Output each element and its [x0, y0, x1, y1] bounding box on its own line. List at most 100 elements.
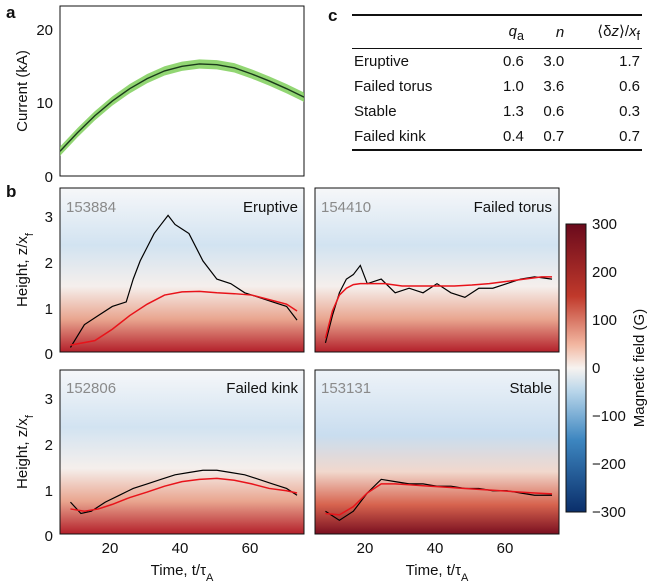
panel-letter-c: c [328, 6, 338, 25]
panel-a-ylabel: Current (kA) [14, 50, 31, 132]
b-top-ytick-1: 1 [45, 301, 53, 318]
row-name: Stable [354, 103, 397, 120]
shot-number-failed-torus: 154410 [321, 199, 371, 216]
b-top-ytick-2: 2 [45, 255, 53, 272]
shot-number-failed-kink: 152806 [66, 380, 116, 397]
table-row: Failed kink 0.4 0.7 0.7 [352, 124, 642, 150]
title-failed-kink: Failed kink [226, 380, 298, 397]
panel-b-stable: 153131 Stable [314, 369, 560, 535]
heatmap-eruptive [60, 188, 304, 352]
colorbar-tick-0: 0 [592, 360, 600, 377]
row-dz: 0.3 [619, 103, 640, 120]
header-n: n [555, 24, 565, 41]
header-blank [352, 15, 486, 49]
plot-stable [325, 478, 553, 522]
row-name: Failed kink [354, 128, 426, 145]
height-trace-line [70, 469, 298, 515]
table-row: Stable 1.3 0.6 0.3 [352, 99, 642, 124]
frame-failed-kink [59, 369, 305, 535]
title-stable: Stable [509, 380, 552, 397]
height-mean-line [324, 276, 553, 339]
panel-a-ytick-20: 20 [36, 22, 53, 39]
title-eruptive: Eruptive [243, 199, 298, 216]
frame-stable [314, 369, 560, 535]
panel-a-ytick-0: 0 [45, 169, 53, 186]
height-mean-line [70, 477, 298, 512]
colorbar-tick-300: 300 [592, 216, 617, 233]
height-mean-line [325, 483, 553, 516]
plot-eruptive [69, 214, 298, 348]
b-bottom-ytick-3: 3 [45, 391, 53, 408]
frame-failed-torus [314, 187, 560, 353]
colorbar-gradient [565, 223, 587, 513]
row-qa: 1.0 [503, 78, 524, 95]
row-dz: 0.6 [619, 78, 640, 95]
row-qa: 0.4 [503, 128, 524, 145]
row-name: Eruptive [354, 53, 410, 70]
colorbar-tick-neg300: −300 [592, 504, 626, 521]
current-uncertainty-band [60, 59, 304, 156]
table-row: Failed torus 1.0 3.6 0.6 [352, 74, 642, 99]
panel-b-failed-kink: 152806 Failed kink [59, 369, 305, 535]
b-bottom-ylabel: Height, z/xf [14, 414, 36, 489]
b-top-ytick-3: 3 [45, 209, 53, 226]
row-n: 0.7 [543, 128, 565, 145]
b-left-xtick-40: 40 [172, 540, 189, 557]
b-right-xtick-20: 20 [357, 540, 374, 557]
current-line [59, 63, 305, 152]
colorbar-label: Magnetic field (G) [631, 309, 648, 427]
header-dz: ⟨δz⟩/xf [597, 23, 640, 43]
shot-number-eruptive: 153884 [66, 199, 116, 216]
panel-b-failed-torus: 154410 Failed torus [314, 187, 560, 353]
panel-c-table: c qa n ⟨δz⟩/xf Eruptive 0.6 3.0 1.7 Failed t… [328, 6, 642, 151]
row-dz: 0.7 [619, 128, 640, 145]
row-qa: 0.6 [503, 53, 524, 70]
b-left-xtick-60: 60 [242, 540, 259, 557]
b-top-ylabel-text: Height, z/xf [14, 232, 36, 307]
height-trace-line [324, 264, 553, 344]
panel-a-plot [59, 59, 305, 156]
row-n: 3.0 [543, 53, 565, 70]
heatmap-failed-kink [60, 370, 304, 534]
colorbar-tick-200: 200 [592, 264, 617, 281]
panel-a-ytick-10: 10 [36, 95, 53, 112]
row-n: 0.6 [543, 103, 565, 120]
panel-letter-b: b [6, 182, 16, 201]
panel-b-eruptive: 153884 Eruptive [59, 187, 305, 353]
row-n: 3.6 [543, 78, 565, 95]
b-top-ylabel: Height, z/xf [14, 232, 36, 307]
panel-a: Current (kA) 0 10 20 [14, 5, 305, 186]
header-qa: qa [508, 22, 524, 43]
b-right-xlabel-text: Time, t/τA [406, 562, 469, 581]
shot-number-stable: 153131 [321, 380, 371, 397]
b-bottom-ytick-1: 1 [45, 483, 53, 500]
heatmap-failed-torus [315, 188, 559, 352]
b-left-xlabel-text: Time, t/τA [151, 562, 214, 581]
b-right-xlabel: Time, t/τA [406, 562, 469, 581]
colorbar-tick-neg100: −100 [592, 408, 626, 425]
height-mean-line [70, 290, 298, 346]
b-bottom-ytick-2: 2 [45, 437, 53, 454]
results-table: qa n ⟨δz⟩/xf Eruptive 0.6 3.0 1.7 Failed tor… [352, 14, 642, 151]
b-bottom-ytick-0: 0 [45, 528, 53, 545]
row-qa: 1.3 [503, 103, 524, 120]
b-top-ytick-0: 0 [45, 346, 53, 363]
b-bottom-ylabel-text: Height, z/xf [14, 414, 36, 489]
panel-letter-a: a [6, 3, 16, 22]
b-right-xtick-60: 60 [497, 540, 514, 557]
plot-failed-kink [70, 469, 298, 515]
frame-eruptive [59, 187, 305, 353]
colorbar-tick-neg200: −200 [592, 456, 626, 473]
panel-a-frame [59, 5, 305, 177]
table-row: Eruptive 0.6 3.0 1.7 [352, 49, 642, 75]
heatmap-stable [315, 370, 559, 534]
b-left-xtick-20: 20 [102, 540, 119, 557]
colorbar: 300 200 100 0 −100 −200 −300 Magnetic fi… [565, 216, 648, 521]
row-dz: 1.7 [619, 53, 640, 70]
table-header-row: qa n ⟨δz⟩/xf [352, 15, 642, 49]
colorbar-tick-100: 100 [592, 312, 617, 329]
b-right-xtick-40: 40 [427, 540, 444, 557]
b-left-xlabel: Time, t/τA [151, 562, 214, 581]
row-name: Failed torus [354, 78, 433, 95]
